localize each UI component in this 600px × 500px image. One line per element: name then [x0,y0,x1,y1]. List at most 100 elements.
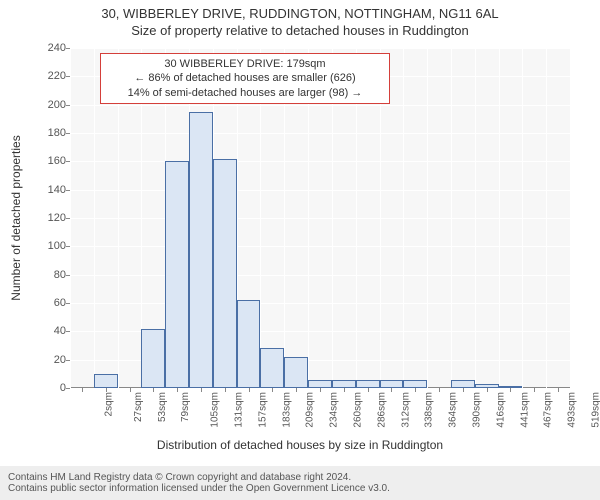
x-tick-label: 441sqm [519,392,530,428]
gridline-vertical [427,48,428,388]
gridline-vertical [499,48,500,388]
histogram-bar [332,380,356,389]
chart-subtitle: Size of property relative to detached ho… [0,21,600,38]
gridline-vertical [451,48,452,388]
gridline-vertical [94,48,95,388]
histogram-bar [308,380,332,389]
x-tick-mark [225,388,226,392]
x-tick-mark [463,388,464,392]
histogram-bar [94,374,118,388]
gridline-vertical [522,48,523,388]
histogram-bar [237,300,261,388]
histogram-bar [380,380,404,389]
histogram-bar [284,357,308,388]
gridline-horizontal [70,275,570,276]
x-tick-mark [272,388,273,392]
y-tick-mark [66,218,70,219]
x-tick-mark [130,388,131,392]
histogram-bar [356,380,380,389]
y-tick-label: 100 [34,240,66,252]
x-tick-label: 234sqm [329,392,340,428]
x-tick-mark [82,388,83,392]
histogram-bar [165,161,189,388]
y-axis-label: Number of detached properties [9,135,23,300]
x-tick-mark [391,388,392,392]
x-tick-mark [153,388,154,392]
y-tick-mark [66,161,70,162]
y-tick-mark [66,275,70,276]
footer-line2: Contains public sector information licen… [8,483,592,494]
annotation-line3: 14% of semi-detached houses are larger (… [107,86,383,100]
y-tick-label: 80 [34,269,66,281]
x-tick-label: 53sqm [157,392,168,422]
gridline-horizontal [70,246,570,247]
x-tick-mark [106,388,107,392]
x-tick-label: 312sqm [400,392,411,428]
histogram-bar [260,348,284,388]
y-tick-mark [66,133,70,134]
x-tick-label: 364sqm [448,392,459,428]
annotation-box: 30 WIBBERLEY DRIVE: 179sqm ← 86% of deta… [100,53,390,104]
y-tick-label: 120 [34,212,66,224]
y-tick-label: 200 [34,99,66,111]
x-tick-mark [177,388,178,392]
x-tick-mark [558,388,559,392]
histogram-bar [189,112,213,388]
x-tick-mark [320,388,321,392]
chart-footer: Contains HM Land Registry data © Crown c… [0,466,600,500]
x-tick-mark [296,388,297,392]
x-tick-mark [439,388,440,392]
x-tick-mark [201,388,202,392]
gridline-horizontal [70,161,570,162]
x-tick-mark [487,388,488,392]
y-tick-mark [66,76,70,77]
x-tick-label: 260sqm [353,392,364,428]
x-tick-label: 286sqm [376,392,387,428]
y-tick-mark [66,48,70,49]
x-tick-label: 416sqm [495,392,506,428]
gridline-horizontal [70,48,570,49]
y-tick-label: 60 [34,297,66,309]
gridline-vertical [70,48,71,388]
x-tick-mark [534,388,535,392]
y-tick-mark [66,105,70,106]
x-tick-label: 338sqm [424,392,435,428]
gridline-horizontal [70,105,570,106]
y-tick-label: 220 [34,70,66,82]
y-tick-label: 180 [34,127,66,139]
x-tick-mark [415,388,416,392]
y-tick-mark [66,246,70,247]
x-tick-mark [344,388,345,392]
annotation-line2: ← 86% of detached houses are smaller (62… [107,71,383,85]
chart-container: { "title_line1": "30, WIBBERLEY DRIVE, R… [0,0,600,500]
footer-line1: Contains HM Land Registry data © Crown c… [8,472,592,483]
chart-title-address: 30, WIBBERLEY DRIVE, RUDDINGTON, NOTTING… [0,0,600,21]
x-tick-label: 157sqm [257,392,268,428]
gridline-vertical [403,48,404,388]
x-tick-mark [368,388,369,392]
x-tick-label: 209sqm [305,392,316,428]
x-axis-label: Distribution of detached houses by size … [0,438,600,452]
x-tick-label: 27sqm [133,392,144,422]
x-tick-label: 493sqm [567,392,578,428]
x-tick-mark [249,388,250,392]
y-tick-mark [66,190,70,191]
x-tick-label: 390sqm [472,392,483,428]
annotation-line1: 30 WIBBERLEY DRIVE: 179sqm [107,57,383,71]
gridline-vertical [475,48,476,388]
x-tick-label: 183sqm [281,392,292,428]
y-tick-label: 140 [34,184,66,196]
x-tick-mark [510,388,511,392]
x-tick-label: 519sqm [591,392,600,428]
gridline-horizontal [70,133,570,134]
y-tick-label: 0 [34,382,66,394]
histogram-bar [213,159,237,389]
x-tick-label: 2sqm [103,392,114,416]
y-tick-label: 160 [34,155,66,167]
x-tick-label: 131sqm [234,392,245,428]
y-tick-label: 20 [34,354,66,366]
histogram-bar [451,380,475,389]
histogram-bar [141,329,165,389]
gridline-horizontal [70,303,570,304]
y-tick-mark [66,331,70,332]
